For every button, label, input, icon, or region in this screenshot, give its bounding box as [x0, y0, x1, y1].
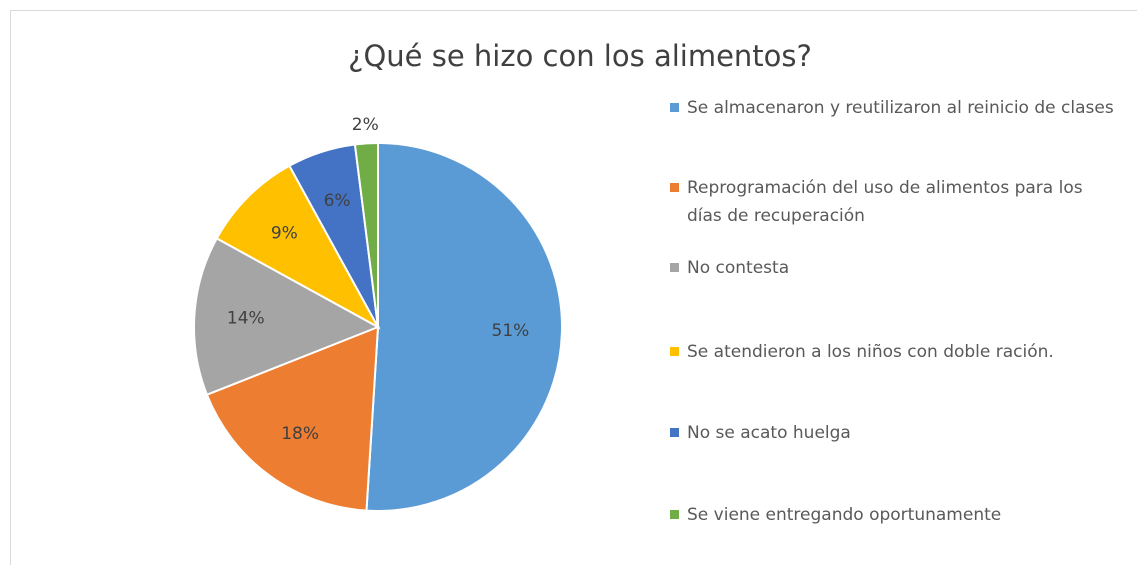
pie-slice — [353, 141, 379, 328]
legend-item: No se acato huelga — [670, 419, 1120, 447]
legend-swatch — [670, 103, 679, 112]
data-label: 9% — [271, 223, 298, 243]
pie-slice — [193, 236, 381, 397]
legend-item: Reprogramación del uso de alimentos para… — [670, 174, 1120, 230]
data-label: 51% — [492, 321, 530, 341]
pie-slice — [215, 164, 381, 330]
legend-swatch — [670, 183, 679, 192]
chart-title: ¿Qué se hizo con los alimentos? — [348, 39, 812, 73]
legend-swatch — [670, 263, 679, 272]
data-label: 18% — [281, 424, 319, 444]
legend-label: Se viene entregando oportunamente — [687, 505, 1002, 525]
data-label: 14% — [227, 309, 265, 329]
pie-slice — [205, 325, 380, 512]
legend-label: Se atendieron a los niños con doble raci… — [687, 342, 1054, 362]
data-label: 6% — [324, 191, 351, 211]
legend-label: No contesta — [687, 258, 790, 278]
legend-swatch — [670, 347, 679, 356]
legend-label: Se almacenaron y reutilizaron al reinici… — [687, 98, 1114, 118]
legend-item: Se almacenaron y reutilizaron al reinici… — [670, 94, 1120, 122]
legend-label: Reprogramación del uso de alimentos para… — [687, 178, 1083, 226]
legend-swatch — [670, 428, 679, 437]
data-label: 2% — [352, 115, 379, 135]
chart-frame — [10, 10, 1137, 565]
legend-item: Se atendieron a los niños con doble raci… — [670, 338, 1120, 366]
legend-item: No contesta — [670, 254, 1120, 282]
pie-slice — [365, 141, 563, 512]
legend-label: No se acato huelga — [687, 423, 851, 443]
legend-swatch — [670, 510, 679, 519]
legend-item: Se viene entregando oportunamente — [670, 501, 1120, 529]
